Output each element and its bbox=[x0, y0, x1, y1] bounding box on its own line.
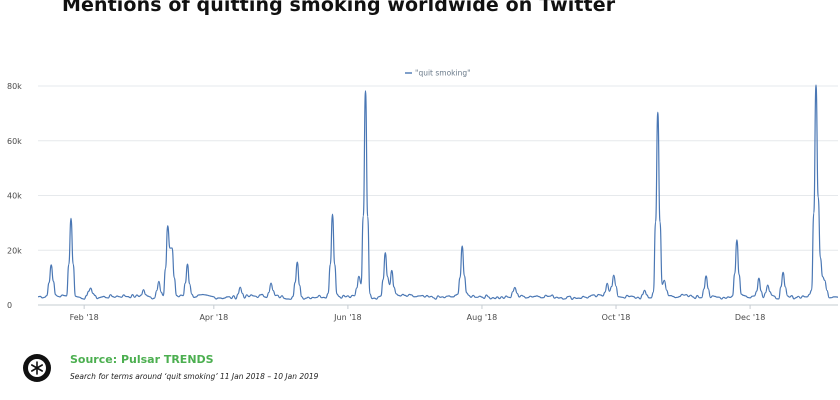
search-description: Search for terms around ‘quit smoking’ 1… bbox=[70, 372, 319, 381]
series-layer bbox=[37, 84, 839, 301]
y-tick-label: 60k bbox=[7, 137, 22, 146]
x-tick-label: Jun '18 bbox=[333, 313, 361, 322]
y-tick-label: 0 bbox=[7, 301, 12, 310]
y-tick-label: 80k bbox=[7, 82, 22, 91]
gridlines bbox=[38, 85, 838, 306]
pulsar-logo bbox=[23, 354, 51, 382]
x-tick-label: Apr '18 bbox=[199, 313, 228, 322]
y-tick-label: 40k bbox=[7, 192, 22, 201]
x-tick-label: Oct '18 bbox=[602, 313, 631, 322]
x-axis: Feb '18 Apr '18 Jun '18 Aug '18 Oct '18 Dec '… bbox=[70, 305, 765, 322]
chart-title: Mentions of quitting smoking worldwide o… bbox=[62, 0, 616, 16]
y-tick-label: 20k bbox=[7, 246, 22, 255]
series-line-quit-smoking bbox=[37, 84, 839, 301]
y-axis: 0 20k 40k 60k 80k bbox=[7, 82, 22, 310]
legend-label-quit-smoking: "quit smoking" bbox=[415, 69, 471, 78]
x-tick-label: Dec '18 bbox=[735, 313, 765, 322]
x-tick-label: Feb '18 bbox=[70, 313, 99, 322]
x-tick-label: Aug '18 bbox=[467, 313, 498, 322]
source-label: Source: Pulsar TRENDS bbox=[70, 353, 214, 366]
legend[interactable]: "quit smoking" bbox=[405, 69, 471, 78]
